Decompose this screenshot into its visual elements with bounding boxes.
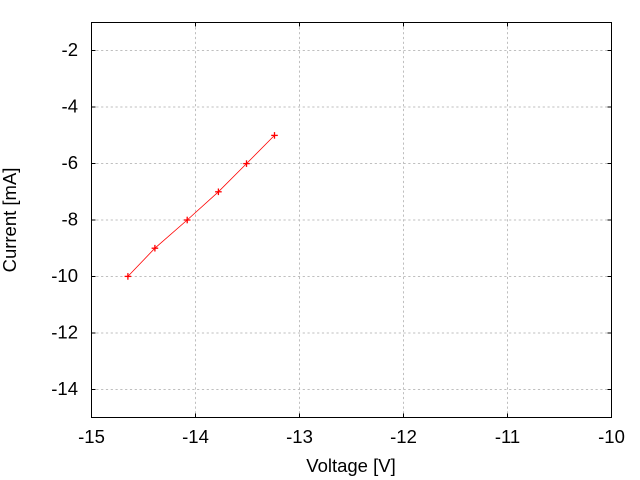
svg-text:-11: -11 [495, 426, 520, 447]
svg-text:Current [mA]: Current [mA] [0, 168, 20, 273]
svg-text:-2: -2 [62, 39, 78, 60]
svg-text:-10: -10 [598, 426, 625, 447]
svg-text:-12: -12 [390, 426, 417, 447]
svg-text:-14: -14 [182, 426, 209, 447]
svg-text:-15: -15 [78, 426, 105, 447]
svg-text:-8: -8 [62, 209, 78, 230]
svg-text:-4: -4 [62, 96, 78, 117]
svg-text:-14: -14 [51, 378, 78, 399]
svg-text:Voltage [V]: Voltage [V] [306, 455, 395, 476]
svg-text:-12: -12 [51, 322, 78, 343]
svg-text:-10: -10 [51, 265, 78, 286]
svg-text:-6: -6 [62, 152, 78, 173]
svg-text:-13: -13 [286, 426, 313, 447]
